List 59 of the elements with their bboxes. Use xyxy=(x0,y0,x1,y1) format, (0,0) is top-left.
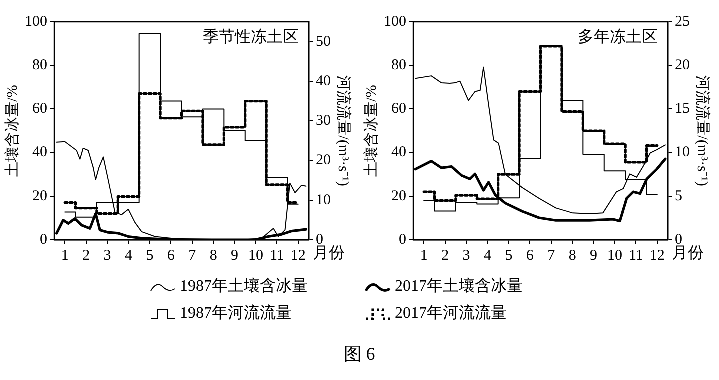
x-tick-label: 1 xyxy=(420,248,428,264)
y2-tick-label: 30 xyxy=(316,113,331,130)
y2-tick-label: 10 xyxy=(675,144,690,161)
x-tick-label: 9 xyxy=(231,248,239,264)
y2-tick-label: 10 xyxy=(316,192,331,208)
x-tick-label: 3 xyxy=(462,248,470,264)
chart-title: 季节性冻土区 xyxy=(203,28,299,46)
y-tick-label: 100 xyxy=(25,14,48,30)
y2-axis-title: 河流流量/(m³·s⁻¹) xyxy=(335,76,352,186)
x-tick-label: 3 xyxy=(104,248,112,264)
legend-label: 1987年土壤含冰量 xyxy=(180,276,308,297)
y-tick-label: 60 xyxy=(32,101,48,118)
legend-label: 2017年土壤含冰量 xyxy=(395,276,523,297)
y2-tick-label: 5 xyxy=(675,188,682,204)
x-tick-label: 2 xyxy=(442,248,450,264)
x-axis-title: 月份 xyxy=(672,245,704,262)
x-tick-label: 11 xyxy=(270,248,284,264)
x-tick-label: 9 xyxy=(590,248,598,264)
x-tick-label: 4 xyxy=(484,248,492,264)
y2-tick-label: 50 xyxy=(316,34,331,50)
y2-tick-label: 20 xyxy=(675,58,690,74)
legend-label: 1987年河流流量 xyxy=(180,304,292,324)
x-tick-label: 11 xyxy=(628,248,644,264)
y2-tick-label: 20 xyxy=(316,152,331,169)
x-axis-title: 月份 xyxy=(313,245,345,262)
y-tick-label: 100 xyxy=(384,14,406,30)
x-tick-label: 10 xyxy=(607,248,622,264)
legend-label: 2017年河流流量 xyxy=(395,304,507,324)
x-tick-label: 6 xyxy=(526,248,534,264)
y-tick-label: 20 xyxy=(32,188,48,204)
y-tick-label: 80 xyxy=(32,58,48,74)
y-tick-label: 0 xyxy=(399,232,406,248)
x-tick-label: 5 xyxy=(505,248,513,264)
x-tick-label: 6 xyxy=(167,248,176,264)
x-tick-label: 7 xyxy=(188,248,197,264)
y-tick-label: 60 xyxy=(392,101,406,118)
x-tick-label: 2 xyxy=(82,248,90,264)
x-tick-label: 8 xyxy=(568,248,576,264)
y2-tick-label: 40 xyxy=(316,73,331,90)
y-tick-label: 40 xyxy=(392,144,406,161)
chart-title: 多年冻土区 xyxy=(578,28,658,46)
y-axis-title: 土壤含冰量/% xyxy=(362,85,380,177)
x-tick-label: 5 xyxy=(146,248,154,264)
x-tick-label: 12 xyxy=(650,248,665,264)
y-tick-label: 40 xyxy=(32,144,48,161)
y-tick-label: 80 xyxy=(392,58,406,74)
y-axis-title: 土壤含冰量/% xyxy=(4,85,21,177)
y2-tick-label: 25 xyxy=(675,14,690,30)
y-tick-label: 20 xyxy=(392,188,406,204)
y-tick-label: 0 xyxy=(40,232,48,248)
x-tick-label: 4 xyxy=(124,248,133,264)
caption: 图 6 xyxy=(342,343,376,366)
x-tick-label: 1 xyxy=(61,248,69,264)
x-tick-label: 7 xyxy=(548,248,556,264)
x-tick-label: 10 xyxy=(248,248,264,264)
x-tick-label: 12 xyxy=(290,248,306,264)
y2-axis-title: 河流流量/(m³·s⁻¹) xyxy=(694,76,712,186)
y2-tick-label: 15 xyxy=(675,101,690,118)
x-tick-label: 8 xyxy=(210,248,218,264)
